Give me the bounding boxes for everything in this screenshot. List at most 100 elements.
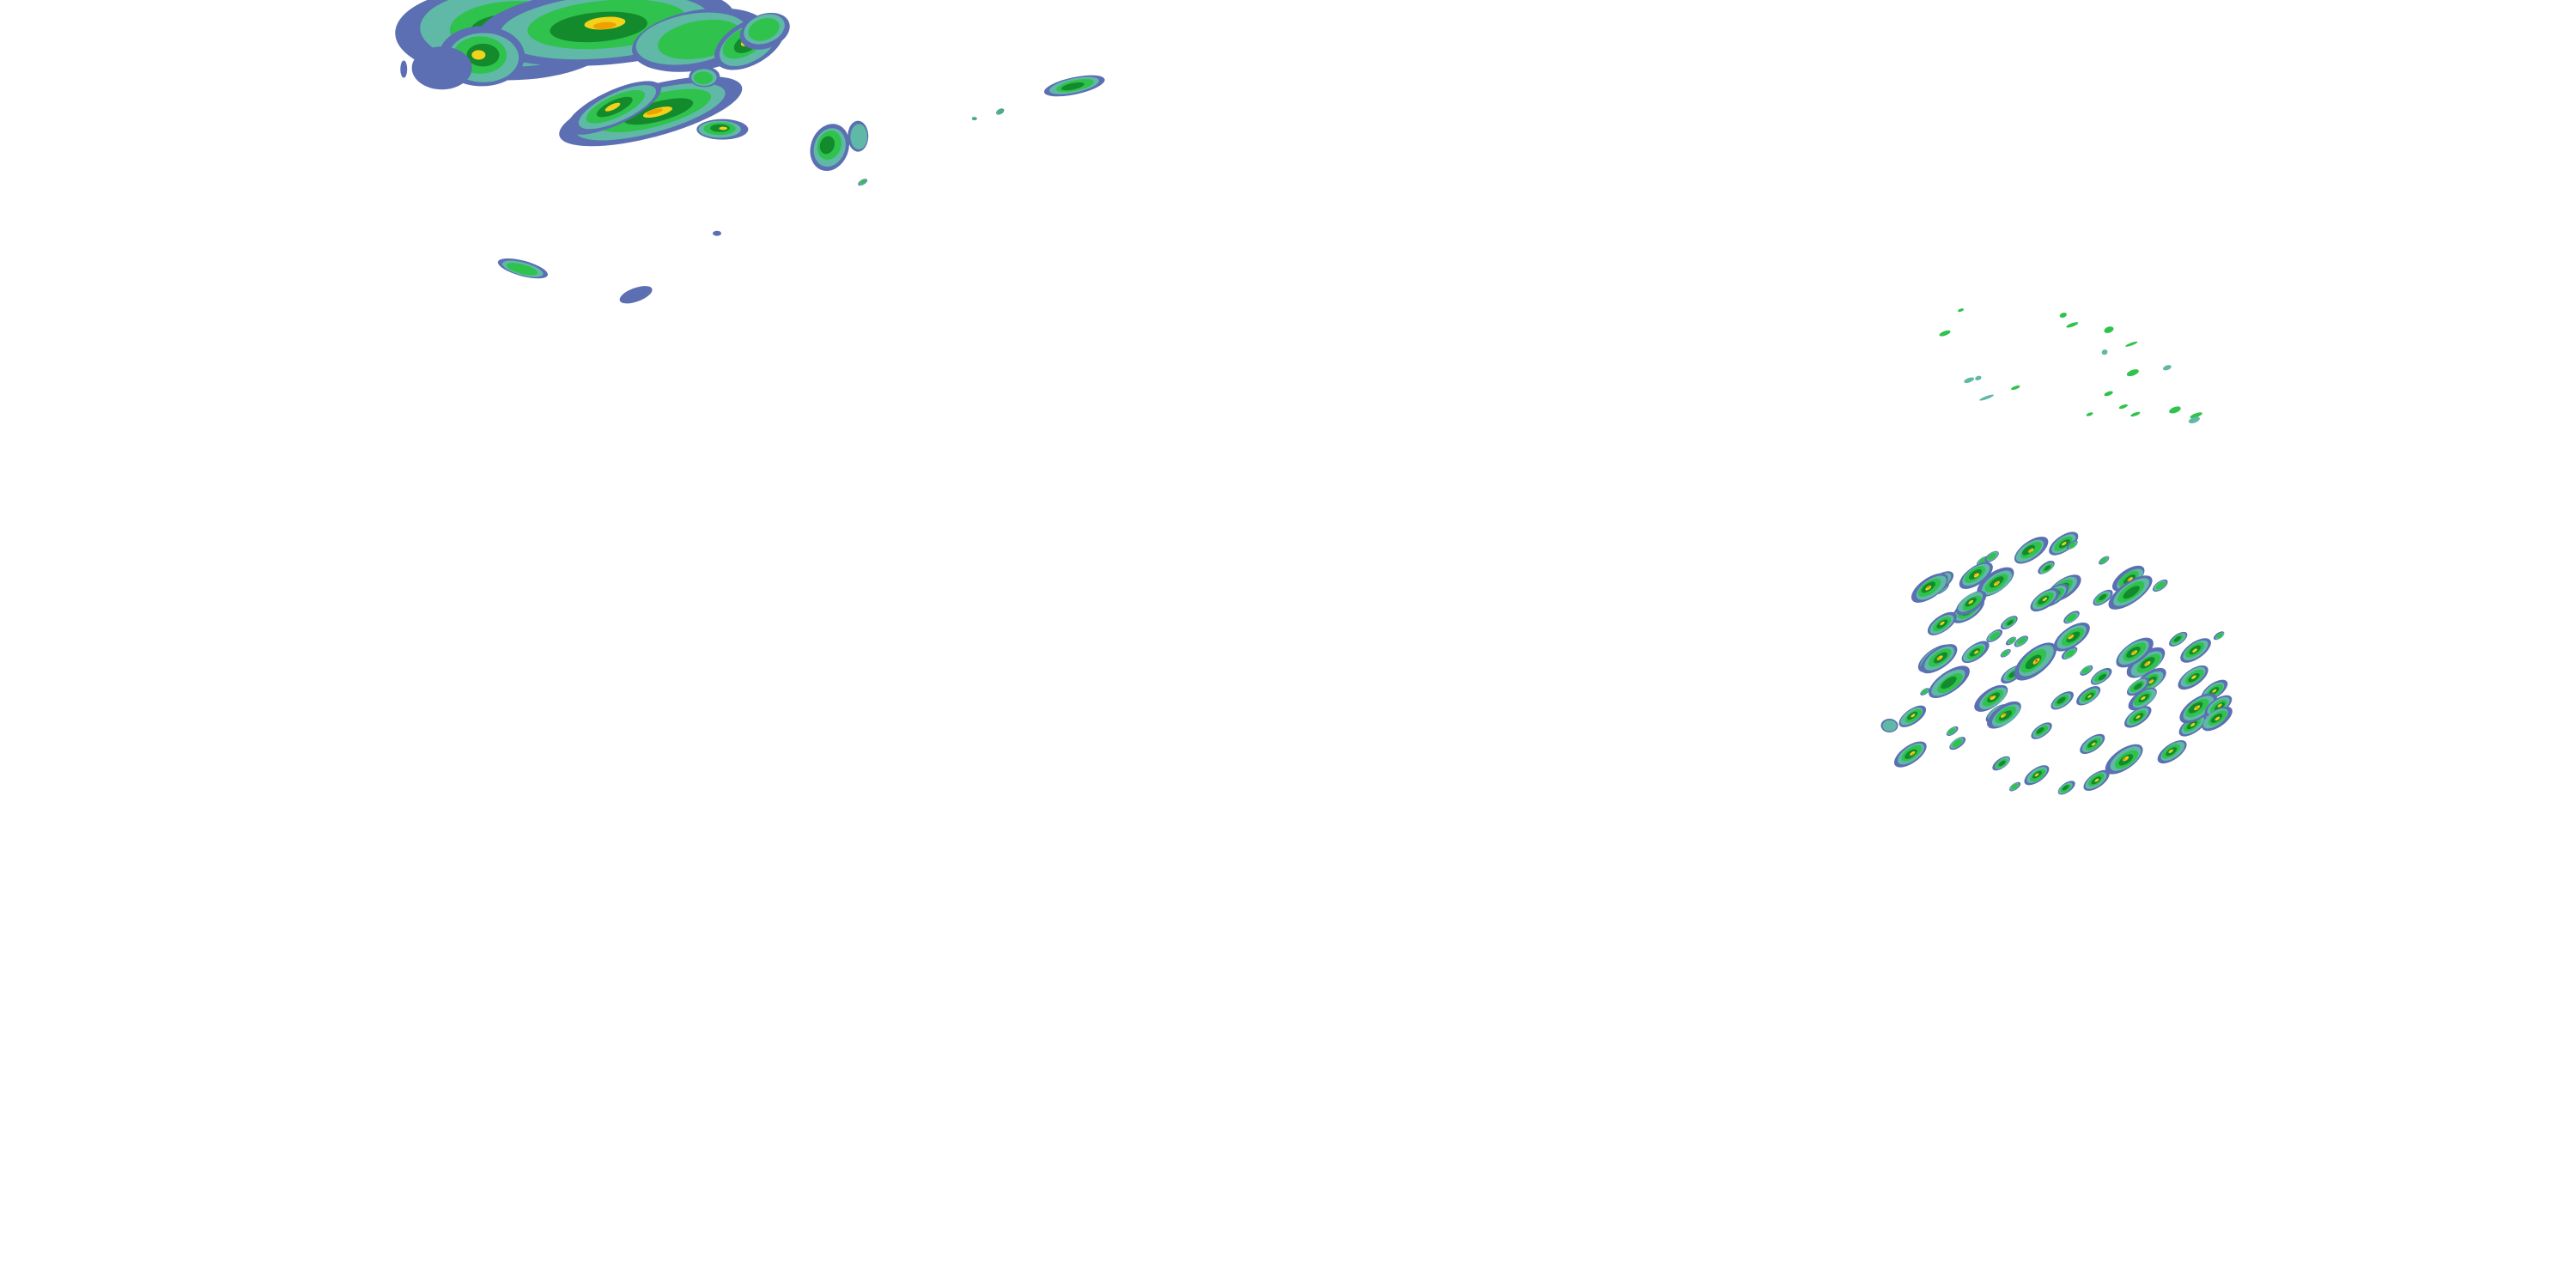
radar-echo <box>2216 633 2223 639</box>
radar-echo <box>2010 385 2020 391</box>
radar-echo <box>2069 635 2073 638</box>
radar-echo <box>1958 308 1964 313</box>
radar-echo <box>2125 341 2138 347</box>
radar-echo <box>1973 573 1978 576</box>
radar-echo <box>2011 783 2019 790</box>
radar-echo <box>2141 696 2146 701</box>
radar-echo <box>2034 660 2039 664</box>
radar-echo <box>2134 683 2143 690</box>
radar-echo <box>1974 650 1979 654</box>
radar-echo <box>2087 739 2098 748</box>
radar-echo <box>2190 723 2196 727</box>
radar-echo <box>1975 375 1982 381</box>
radar-echo <box>2132 651 2136 654</box>
radar-echo <box>1990 696 1996 701</box>
radar-echo <box>2062 541 2067 546</box>
radar-echo <box>2035 659 2038 662</box>
radar-echo <box>1882 720 1897 732</box>
radar-echo <box>2057 696 2066 704</box>
radar-echo <box>2123 586 2140 599</box>
radar-echo <box>2034 773 2039 777</box>
radar-echo <box>693 71 714 85</box>
radar-echo <box>506 263 538 276</box>
radar-echo <box>1940 621 1945 626</box>
radar-echo <box>2148 679 2154 684</box>
radar-echo <box>860 179 866 185</box>
radar-echo <box>2191 675 2196 679</box>
radar-echo <box>2002 650 2009 656</box>
radar-echo <box>2169 406 2181 414</box>
radar-echo <box>1921 689 1928 695</box>
radar-echo <box>2098 673 2107 681</box>
radar-echo <box>2155 581 2166 590</box>
radar-echo <box>2190 412 2202 419</box>
radar-echo <box>1987 553 1996 561</box>
radar-echo <box>2195 706 2199 710</box>
radar-echo <box>2149 679 2154 682</box>
radar-echo <box>1911 714 1916 718</box>
radar-echo <box>2017 637 2026 645</box>
radar-echo <box>2065 649 2075 658</box>
radar-echo <box>719 126 728 131</box>
radar-echo <box>2062 785 2069 791</box>
radar-echo <box>1911 752 1915 756</box>
radar-echo <box>2066 631 2081 643</box>
radar-echo <box>1939 330 1951 337</box>
radar-echo <box>471 50 486 60</box>
radar-echo <box>1995 581 1999 585</box>
radar-echo <box>2104 391 2113 397</box>
radar-echo <box>605 102 621 112</box>
radar-echo <box>850 124 868 150</box>
radar-echo <box>400 60 408 78</box>
radar-echo <box>2215 716 2221 721</box>
radar-echo <box>2168 749 2173 754</box>
radar-echo <box>2002 713 2007 716</box>
radar-echo <box>411 46 472 90</box>
radar-echo <box>646 108 663 115</box>
radar-echo <box>2059 313 2067 319</box>
radar-echo <box>2173 635 2181 642</box>
radar-echo <box>2007 620 2014 626</box>
radar-echo <box>819 136 835 155</box>
radar-echo <box>2212 689 2217 693</box>
radar-echo <box>2188 416 2200 424</box>
radar-echo <box>2101 349 2108 355</box>
radar-echo <box>2094 778 2099 782</box>
radar-echo <box>2144 662 2148 665</box>
radar-echo <box>2104 326 2114 333</box>
radar-echo <box>1941 676 1957 690</box>
radar-echo <box>2123 757 2127 761</box>
radar-echo <box>2066 613 2077 622</box>
radar-echo <box>1979 394 1994 401</box>
radar-echo <box>748 18 780 41</box>
radar-echo <box>2136 715 2141 720</box>
radar-echo <box>2099 593 2107 601</box>
radar-echo <box>1973 573 1980 578</box>
radar-echo <box>619 286 653 304</box>
radar-echo <box>2100 557 2107 563</box>
radar-echo <box>2022 544 2036 556</box>
radar-echo <box>2091 742 2096 746</box>
radar-echo <box>2069 542 2076 549</box>
radar-echo <box>2086 412 2093 416</box>
radar-echo <box>592 21 617 29</box>
radar-echo <box>2042 597 2048 602</box>
radar-echo <box>2025 654 2042 670</box>
radar-echo <box>1998 760 2006 767</box>
radar-echo <box>998 109 1003 114</box>
radar-echo <box>2036 727 2044 734</box>
radar-echo <box>1952 738 1963 748</box>
radar-echo <box>2126 369 2139 377</box>
radar-echo <box>2192 648 2197 653</box>
radar-echo <box>973 117 976 120</box>
radar-echo <box>1990 632 2001 641</box>
radar-echo <box>712 230 721 236</box>
radar-echo <box>2066 322 2079 328</box>
radar-echo <box>2118 404 2128 410</box>
radar-echo <box>2044 565 2051 571</box>
radar-echo <box>2130 411 2141 417</box>
radar-echo <box>2008 638 2015 644</box>
radar-echo <box>2081 666 2090 674</box>
radar-echo <box>2217 703 2222 708</box>
